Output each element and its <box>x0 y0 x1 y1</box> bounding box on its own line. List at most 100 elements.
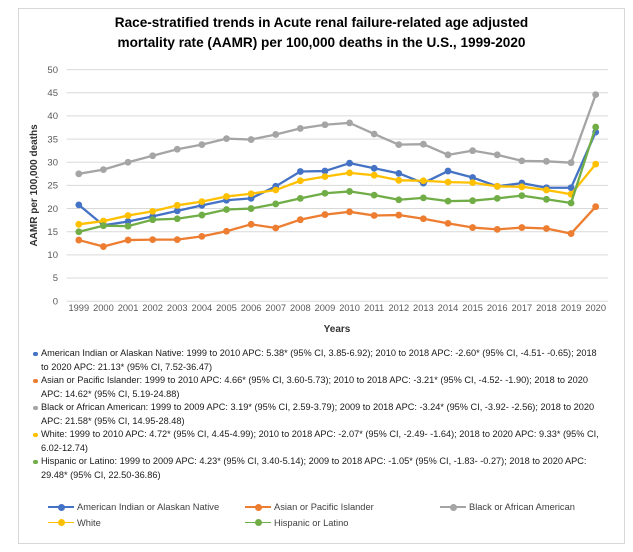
x-tick-label-2013: 2013 <box>413 303 434 313</box>
data-point-1999 <box>75 228 83 236</box>
data-point-2010 <box>346 159 353 167</box>
data-point-2020 <box>592 203 600 211</box>
y-tick-label-5: 5 <box>53 273 58 284</box>
x-tick-label-2009: 2009 <box>315 303 336 313</box>
data-point-2015 <box>469 179 477 187</box>
data-point-2006 <box>247 136 255 143</box>
series-line <box>77 125 597 233</box>
annotation-item-1: American Indian or Alaskan Native: 1999 … <box>33 347 603 374</box>
data-point-2012 <box>395 176 403 184</box>
data-point-2005 <box>223 227 230 235</box>
data-point-2001 <box>124 222 132 230</box>
annotation-item-5: Hispanic or Latino: 1999 to 2009 APC: 4.… <box>33 455 603 482</box>
data-point-2011 <box>370 191 378 199</box>
x-tick-label-2000: 2000 <box>93 303 114 313</box>
series-line <box>77 205 597 248</box>
x-tick-label-2003: 2003 <box>167 303 188 313</box>
annotation-text: Asian or Pacific Islander: 1999 to 2010 … <box>41 375 588 399</box>
data-point-2015 <box>469 174 477 181</box>
legend-marker-icon <box>245 519 271 526</box>
x-tick-label-2004: 2004 <box>192 303 213 313</box>
x-tick-label-2005: 2005 <box>216 303 237 313</box>
data-point-2007 <box>272 131 280 138</box>
x-tick-label-2006: 2006 <box>241 303 262 313</box>
data-point-2008 <box>296 177 304 185</box>
series-line <box>77 93 597 175</box>
annotation-bullet-icon <box>33 378 41 384</box>
x-axis-title: Years <box>323 324 351 335</box>
y-tick-label-35: 35 <box>47 134 58 145</box>
data-point-2013 <box>419 194 427 202</box>
data-point-2006 <box>247 190 255 198</box>
data-point-2002 <box>149 236 157 243</box>
data-point-2003 <box>173 215 181 223</box>
annotation-text: American Indian or Alaskan Native: 1999 … <box>41 348 597 372</box>
data-point-2005 <box>223 135 230 143</box>
data-point-2008 <box>296 125 304 132</box>
data-point-2015 <box>469 197 477 205</box>
annotation-bullet-icon <box>33 459 41 465</box>
data-point-2000 <box>100 166 107 174</box>
x-tick-label-2010: 2010 <box>339 303 360 313</box>
data-point-2008 <box>296 168 304 175</box>
data-point-2006 <box>247 220 255 228</box>
data-point-2016 <box>493 151 501 159</box>
data-point-2009 <box>321 189 329 197</box>
series-hispanic-or-latino <box>75 123 600 236</box>
data-point-2003 <box>173 207 181 215</box>
y-tick-label-45: 45 <box>47 88 58 99</box>
x-tick-label-2020: 2020 <box>585 303 606 313</box>
x-tick-label-2007: 2007 <box>265 303 286 313</box>
data-point-2007 <box>272 200 280 208</box>
x-tick-label-2011: 2011 <box>364 303 384 313</box>
data-point-2012 <box>395 169 403 177</box>
apc-annotations: American Indian or Alaskan Native: 1999 … <box>33 347 603 482</box>
legend-label: Hispanic or Latino <box>274 517 349 528</box>
data-point-1999 <box>75 170 83 178</box>
series-asian-or-pacific-islander <box>75 203 600 250</box>
legend-marker-icon <box>440 503 466 511</box>
data-point-2002 <box>149 152 157 160</box>
annotation-item-2: Asian or Pacific Islander: 1999 to 2010 … <box>33 374 603 401</box>
y-tick-label-10: 10 <box>47 250 58 261</box>
y-tick-label-40: 40 <box>47 111 58 122</box>
legend-label: White <box>77 517 101 528</box>
data-point-2018 <box>543 157 550 165</box>
data-point-2020 <box>592 123 600 131</box>
data-point-2008 <box>296 216 304 224</box>
chart-border <box>18 8 625 544</box>
legend-item-asian-or-pacific-islander: Asian or Pacific Islander <box>245 502 374 512</box>
data-point-2011 <box>370 171 378 179</box>
data-point-2013 <box>419 215 427 223</box>
data-point-2009 <box>321 167 329 175</box>
data-point-2019 <box>567 159 575 167</box>
data-point-2004 <box>198 198 206 206</box>
annotation-item-4: White: 1999 to 2010 APC: 4.72* (95% CI, … <box>33 428 603 455</box>
data-point-2000 <box>100 222 107 230</box>
data-point-2014 <box>444 219 452 227</box>
data-point-2010 <box>346 169 353 177</box>
series-black-or-african-american <box>75 91 600 178</box>
x-tick-label-2016: 2016 <box>487 303 508 313</box>
data-point-2001 <box>124 158 132 166</box>
data-point-2014 <box>444 151 452 159</box>
data-point-2009 <box>321 121 329 129</box>
data-point-2004 <box>198 211 206 219</box>
y-axis-title: AAMR per 100,000 deaths <box>29 124 40 247</box>
legend-item-american-indian-or-alaskan-native: American Indian or Alaskan Native <box>48 502 219 512</box>
series-line <box>77 130 597 227</box>
series-line <box>77 162 597 226</box>
data-point-2003 <box>173 201 181 209</box>
series-white <box>75 160 600 228</box>
data-point-2011 <box>370 212 378 219</box>
data-point-1999 <box>75 201 83 209</box>
data-point-2004 <box>198 232 206 240</box>
annotation-bullet-icon <box>33 351 41 357</box>
data-point-2009 <box>321 173 329 180</box>
data-point-2016 <box>493 226 501 233</box>
data-point-2017 <box>518 224 526 231</box>
legend-label: Black or African American <box>469 502 575 512</box>
x-tick-label-2002: 2002 <box>142 303 163 313</box>
y-tick-label-25: 25 <box>47 181 58 192</box>
